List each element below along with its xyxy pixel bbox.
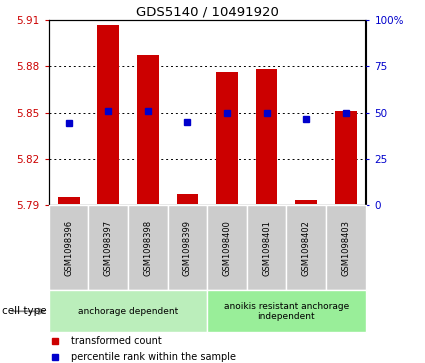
Bar [58,197,79,204]
Bar [207,205,247,290]
Text: GSM1098400: GSM1098400 [222,220,232,276]
Text: anoikis resistant anchorage
independent: anoikis resistant anchorage independent [224,302,349,321]
Text: percentile rank within the sample: percentile rank within the sample [71,352,236,362]
Bar [286,205,326,290]
Bar [326,205,366,290]
Text: GSM1098397: GSM1098397 [104,220,113,276]
Bar [97,25,119,204]
Text: GSM1098398: GSM1098398 [143,220,152,276]
Bar [137,56,159,204]
Bar [295,200,317,204]
Bar [216,72,238,204]
Text: transformed count: transformed count [71,336,162,346]
Text: GSM1098402: GSM1098402 [302,220,311,276]
Bar [128,205,167,290]
Bar [207,290,366,332]
Bar [49,205,88,290]
Bar [88,205,128,290]
Bar [335,111,357,204]
Bar [49,290,207,332]
Text: GSM1098403: GSM1098403 [341,220,350,276]
Bar [176,194,198,204]
Bar [247,205,286,290]
Text: GSM1098396: GSM1098396 [64,220,73,276]
Text: anchorage dependent: anchorage dependent [78,307,178,316]
Bar [167,205,207,290]
Bar [256,69,278,204]
Text: GSM1098399: GSM1098399 [183,220,192,276]
Text: GSM1098401: GSM1098401 [262,220,271,276]
Title: GDS5140 / 10491920: GDS5140 / 10491920 [136,6,279,19]
Text: cell type: cell type [2,306,47,316]
